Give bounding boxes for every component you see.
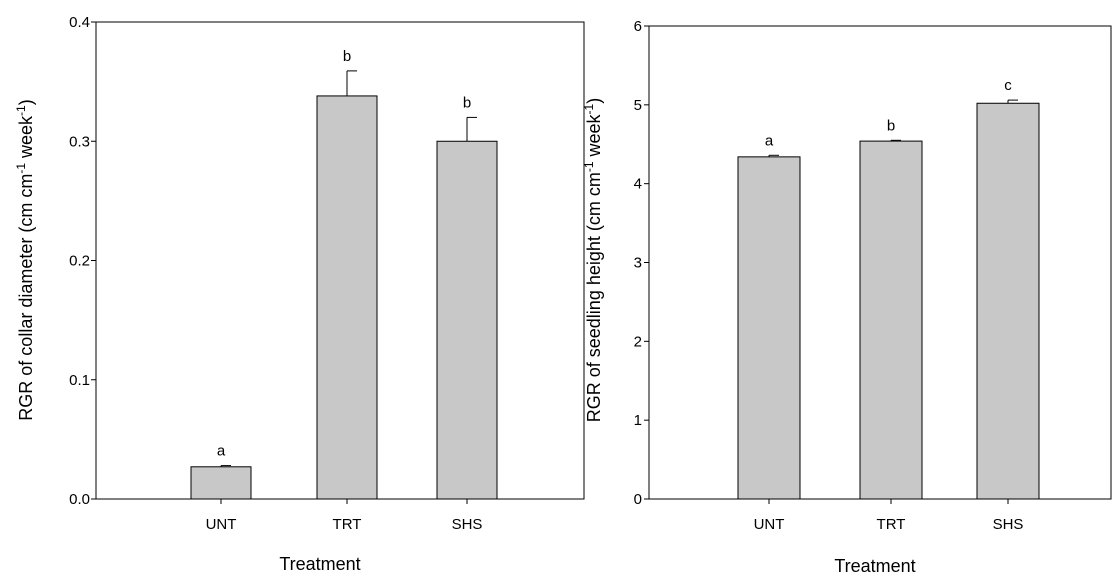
significance-letter: b <box>463 94 471 111</box>
x-tick-label: UNT <box>206 516 237 533</box>
bar <box>859 140 923 500</box>
bar-group: a b c <box>737 77 1040 500</box>
x-tick-label: SHS <box>452 516 483 533</box>
y-axis-ticks: 0 1 2 3 4 5 6 <box>634 18 649 508</box>
significance-letter: c <box>1004 77 1012 94</box>
x-tick-label: TRT <box>333 516 362 533</box>
y-axis-label: RGR of collar diameter (cm cm-1 week-1) <box>14 99 36 420</box>
chart-collar-diameter: abb 0.00.10.20.30.4 UNT TRT SHS Treatment … <box>14 14 585 574</box>
x-axis-ticks: UNT TRT SHS <box>206 499 483 533</box>
bar <box>190 466 252 500</box>
y-tick-label: 1 <box>634 412 642 429</box>
x-tick-label: TRT <box>877 516 906 533</box>
y-tick-label: 5 <box>634 97 642 114</box>
y-tick-label: 2 <box>634 333 642 350</box>
x-axis-label: Treatment <box>834 556 915 575</box>
x-tick-label: SHS <box>993 516 1024 533</box>
bar <box>316 95 378 500</box>
x-axis-ticks: UNT TRT SHS <box>754 499 1024 533</box>
bar <box>436 140 498 500</box>
x-axis-label: Treatment <box>279 554 360 574</box>
y-axis-label: RGR of seedling height (cm cm-1 week-1) <box>582 98 604 422</box>
significance-letter: a <box>765 132 774 149</box>
bar <box>737 156 801 500</box>
y-tick-label: 6 <box>634 18 642 35</box>
bar-group: a b b <box>190 48 498 500</box>
significance-letter: b <box>887 117 895 134</box>
chart-seedling-height: a b c 0 1 2 3 4 5 6 UNT TRT SHS Treatment RGR of s… <box>582 18 1112 575</box>
y-tick-label: 0.3 <box>69 133 90 150</box>
y-tick-label: 0.4 <box>69 14 90 31</box>
y-tick-label: 3 <box>634 255 642 272</box>
y-tick-label: 4 <box>634 176 642 193</box>
significance-letter: b <box>343 48 351 65</box>
y-tick-label: 0.1 <box>69 372 90 389</box>
x-tick-label: UNT <box>754 516 785 533</box>
y-tick-label: 0.2 <box>69 253 90 270</box>
y-axis-ticks: 0.0 0.1 0.2 0.3 0.4 <box>69 14 96 508</box>
y-tick-label: 0 <box>634 491 642 508</box>
bar <box>976 102 1040 500</box>
y-tick-label: 0.0 <box>69 491 90 508</box>
significance-letter: a <box>217 443 226 460</box>
